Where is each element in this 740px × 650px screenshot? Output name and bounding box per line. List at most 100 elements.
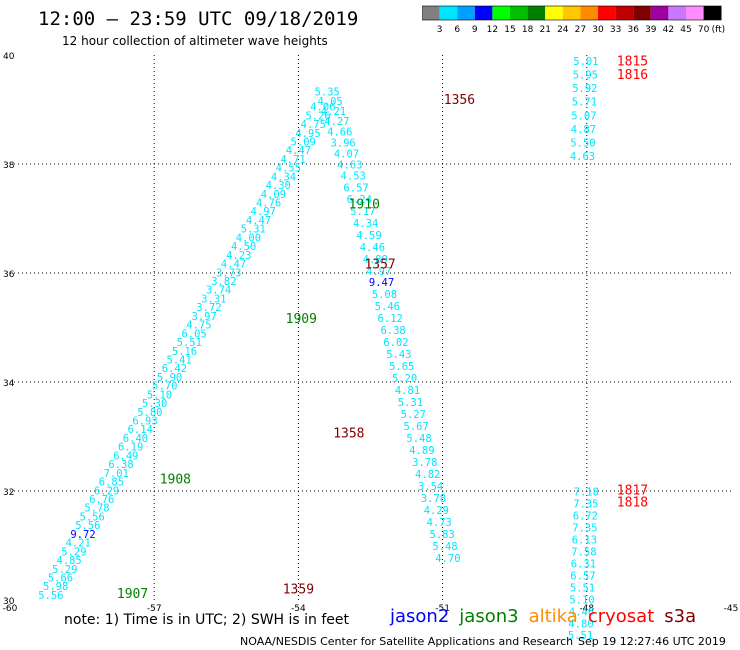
color-swatch xyxy=(562,6,581,20)
color-swatch xyxy=(439,6,458,20)
color-scale-tick: 15 xyxy=(504,25,515,35)
color-swatch xyxy=(527,6,546,20)
wave-height-value: 5.56 xyxy=(80,511,105,523)
wave-height-value: 5.30 xyxy=(142,398,167,410)
x-tick-label: -57 xyxy=(147,604,162,614)
wave-height-value: 3.96 xyxy=(330,138,355,150)
wave-height-value: 5.16 xyxy=(172,346,197,358)
wave-height-value: 4.97 xyxy=(251,206,276,218)
color-scale-tick: 36 xyxy=(627,25,639,35)
y-tick-label: 30 xyxy=(3,597,15,607)
wave-height-value: 5.17 xyxy=(350,206,375,218)
color-scale-tick: 70 xyxy=(698,25,710,35)
wave-height-value: 3.72 xyxy=(196,302,221,314)
wave-height-value: 6.14 xyxy=(128,424,153,436)
wave-height-value: 5.50 xyxy=(570,138,595,150)
wave-height-value: 4.75 xyxy=(301,119,326,131)
legend-entry-cryosat: cryosat xyxy=(587,606,655,627)
pass-time-label: 1817 xyxy=(617,483,648,498)
color-swatch xyxy=(580,6,598,20)
wave-height-value: 5.83 xyxy=(429,529,454,541)
wave-height-value: 6.76 xyxy=(89,494,114,506)
wave-height-value: 4.21 xyxy=(66,538,91,550)
wave-height-value: 5.07 xyxy=(571,110,596,122)
wave-height-value: 6.49 xyxy=(113,450,138,462)
wave-height-value: 3.78 xyxy=(421,493,446,505)
wave-height-value: 4.34 xyxy=(271,171,296,183)
color-swatch xyxy=(457,6,475,20)
wave-height-value: 6.02 xyxy=(383,337,408,349)
color-scale-tick: 30 xyxy=(592,25,604,35)
legend-entry-jason2: jason2 xyxy=(390,606,450,627)
color-swatch xyxy=(545,6,563,20)
wave-height-value: 6.13 xyxy=(572,534,597,546)
wave-height-value: 4.97 xyxy=(366,266,391,278)
wave-height-value: 5.31 xyxy=(398,397,423,409)
wave-height-value: 4.89 xyxy=(363,254,388,266)
wave-height-value: 5.70 xyxy=(152,381,177,393)
wave-height-value: 4.34 xyxy=(353,218,378,230)
wave-height-value: 5.35 xyxy=(315,86,340,98)
wave-height-value: 5.10 xyxy=(147,389,172,401)
wave-height-value: 5.71 xyxy=(572,97,597,109)
wave-height-value: 4.70 xyxy=(435,553,460,565)
wave-height-value: 4.66 xyxy=(327,127,352,139)
wave-height-value: 5.41 xyxy=(167,354,192,366)
color-swatch xyxy=(650,6,669,20)
wave-height-value: 6.72 xyxy=(573,510,598,522)
wave-height-value: 3.78 xyxy=(412,457,437,469)
pass-time-label: 1358 xyxy=(333,427,364,442)
wave-height-value: 7.35 xyxy=(573,498,598,510)
x-tick-label: -45 xyxy=(724,604,739,614)
color-scale-tick: 6 xyxy=(454,25,460,35)
wave-height-value: 5.90 xyxy=(157,372,182,384)
y-tick-label: 38 xyxy=(3,161,15,171)
wave-height-value: 4.07 xyxy=(334,148,359,160)
wave-height-value: 5.29 xyxy=(52,564,77,576)
wave-height-value: 3.82 xyxy=(211,276,236,288)
color-scale-bar: 3 6 9 12 15 18 21 24 27 30 33 36 39 42 45 70 (ft) xyxy=(422,5,725,35)
wave-height-value: 6.05 xyxy=(181,328,206,340)
pass-time-label: 1907 xyxy=(117,587,148,602)
wave-height-value: 4.23 xyxy=(226,250,251,262)
wave-height-value: 4.63 xyxy=(570,151,595,163)
footer-credit: NOAA/NESDIS Center for Satellite Applica… xyxy=(240,635,574,648)
wave-height-value: 4.85 xyxy=(56,555,81,567)
pass-time-label: 1818 xyxy=(617,495,648,510)
color-scale-tick: 9 xyxy=(472,25,478,35)
wave-height-value: 4.00 xyxy=(236,232,261,244)
wave-height-value: 5.09 xyxy=(291,136,316,148)
legend-entry-jason3: jason3 xyxy=(459,606,519,627)
wave-height-value: 5.51 xyxy=(177,337,202,349)
wave-height-value: 9.72 xyxy=(70,529,95,541)
wave-height-value: 6.38 xyxy=(108,459,133,471)
wave-height-value: 4.05 xyxy=(317,96,342,108)
wave-height-value: 5.78 xyxy=(84,503,109,515)
wave-height-value: 3.73 xyxy=(216,267,241,279)
wave-height-value: 4.06 xyxy=(310,102,335,114)
wave-height-value: 6.38 xyxy=(380,325,405,337)
color-swatch xyxy=(474,6,493,20)
wave-height-value: 7.01 xyxy=(104,468,129,480)
color-swatch xyxy=(615,6,634,20)
wave-height-value: 5.98 xyxy=(43,581,68,593)
wave-height-value: 4.50 xyxy=(231,241,256,253)
wave-height-value: 4.71 xyxy=(280,154,305,166)
wave-height-value: 6.31 xyxy=(571,558,596,570)
pass-time-label: 1816 xyxy=(617,68,648,83)
wave-height-value: 5.48 xyxy=(432,541,457,553)
wave-height-value: 5.56 xyxy=(75,520,100,532)
wave-height-value: 6.42 xyxy=(162,363,187,375)
wave-height-value: 6.85 xyxy=(99,477,124,489)
color-swatch xyxy=(422,6,440,20)
wave-height-value: 5.95 xyxy=(573,69,598,81)
wave-height-value: 5.92 xyxy=(572,83,597,95)
wave-height-value: 4.95 xyxy=(295,128,320,140)
wave-height-value: 4.87 xyxy=(571,124,596,136)
wave-height-value: 5.80 xyxy=(137,407,162,419)
wave-height-value: 5.51 xyxy=(570,582,595,594)
wave-height-value: 5.67 xyxy=(404,421,429,433)
wave-height-value: 5.65 xyxy=(389,361,414,373)
wave-height-value: 4.81 xyxy=(395,385,420,397)
wave-height-value: 5.66 xyxy=(48,572,73,584)
